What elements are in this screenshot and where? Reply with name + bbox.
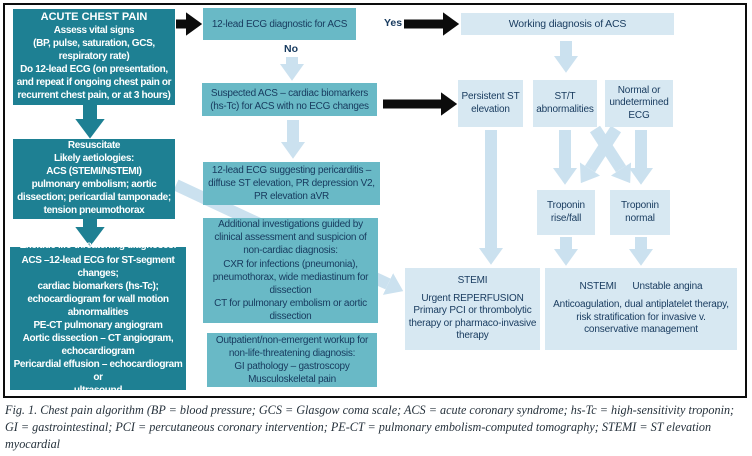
box-outpatient-workup: Outpatient/non-emergent workup for non-l… [207, 333, 377, 387]
box-normal-ecg: Normal or undetermined ECG [605, 80, 673, 127]
resuscitate-body: Resuscitate Likely aetiologies: ACS (STE… [17, 140, 171, 216]
stemi-body: Urgent REPERFUSION Primary PCI or thromb… [408, 292, 537, 342]
nstemi-body: Anticoagulation, dual antiplatelet thera… [553, 298, 729, 336]
box-stemi: STEMI Urgent REPERFUSION Primary PCI or … [405, 268, 540, 350]
stt-abnormalities-label: ST/T abnormalities [536, 90, 594, 115]
unstable-angina-title: Unstable angina [632, 281, 703, 293]
working-diagnosis-label: Working diagnosis of ACS [508, 17, 627, 30]
exclude-body: ACS –12-lead ECG for ST-segment changes;… [13, 255, 183, 396]
box-pericarditis: 12-lead ECG suggesting pericarditis – di… [203, 162, 380, 205]
suspected-acs-body: Suspected ACS – cardiac biomarkers (hs-T… [210, 87, 369, 112]
outpatient-workup-body: Outpatient/non-emergent workup for non-l… [215, 335, 369, 385]
ecg-diagnostic-label: 12-lead ECG diagnostic for ACS [211, 18, 348, 30]
box-resuscitate: Resuscitate Likely aetiologies: ACS (STE… [13, 139, 175, 219]
box-nstemi-unstable-angina: NSTEMI Unstable angina Anticoagulation, … [545, 268, 737, 350]
normal-ecg-label: Normal or undetermined ECG [609, 84, 669, 121]
label-yes: Yes [384, 17, 403, 29]
box-working-diagnosis: Working diagnosis of ACS [461, 13, 674, 35]
stemi-title: STEMI [457, 275, 488, 287]
box-stt-abnormalities: ST/T abnormalities [533, 80, 597, 127]
box-ecg-diagnostic: 12-lead ECG diagnostic for ACS [203, 8, 356, 40]
box-troponin-normal: Troponin normal [610, 190, 670, 235]
label-no: No [284, 43, 298, 55]
box-persistent-st-elevation: Persistent ST elevation [458, 80, 523, 127]
nstemi-title: NSTEMI [579, 281, 617, 293]
persistent-st-label: Persistent ST elevation [461, 90, 520, 115]
troponin-rise-label: Troponin rise/fall [547, 199, 585, 224]
acute-chest-pain-title: ACUTE CHEST PAIN [40, 11, 148, 24]
troponin-normal-label: Troponin normal [621, 199, 659, 224]
box-suspected-acs: Suspected ACS – cardiac biomarkers (hs-T… [202, 83, 377, 116]
box-exclude-diagnoses: Exclude life-threatening diagnoses: ACS … [10, 240, 186, 396]
figure-caption: Fig. 1. Chest pain algorithm (BP = blood… [5, 403, 735, 456]
additional-investigations-body: CXR for infections (pneumonia), pneumoth… [212, 259, 369, 322]
box-acute-chest-pain: ACUTE CHEST PAIN Assess vital signs (BP,… [13, 9, 175, 105]
nstemi-title-row: NSTEMI Unstable angina [580, 281, 703, 294]
arrow-normal-to-troponin-rise-cross [579, 125, 622, 184]
box-additional-investigations: Additional investigations guided by clin… [203, 218, 378, 323]
pericarditis-body: 12-lead ECG suggesting pericarditis – di… [208, 165, 375, 202]
exclude-header: Exclude life-threatening diagnoses: [19, 239, 177, 251]
additional-investigations-intro: Additional investigations guided by clin… [214, 219, 367, 256]
acute-chest-pain-body: Assess vital signs (BP, pulse, saturatio… [16, 25, 172, 101]
box-troponin-rise: Troponin rise/fall [537, 190, 595, 235]
